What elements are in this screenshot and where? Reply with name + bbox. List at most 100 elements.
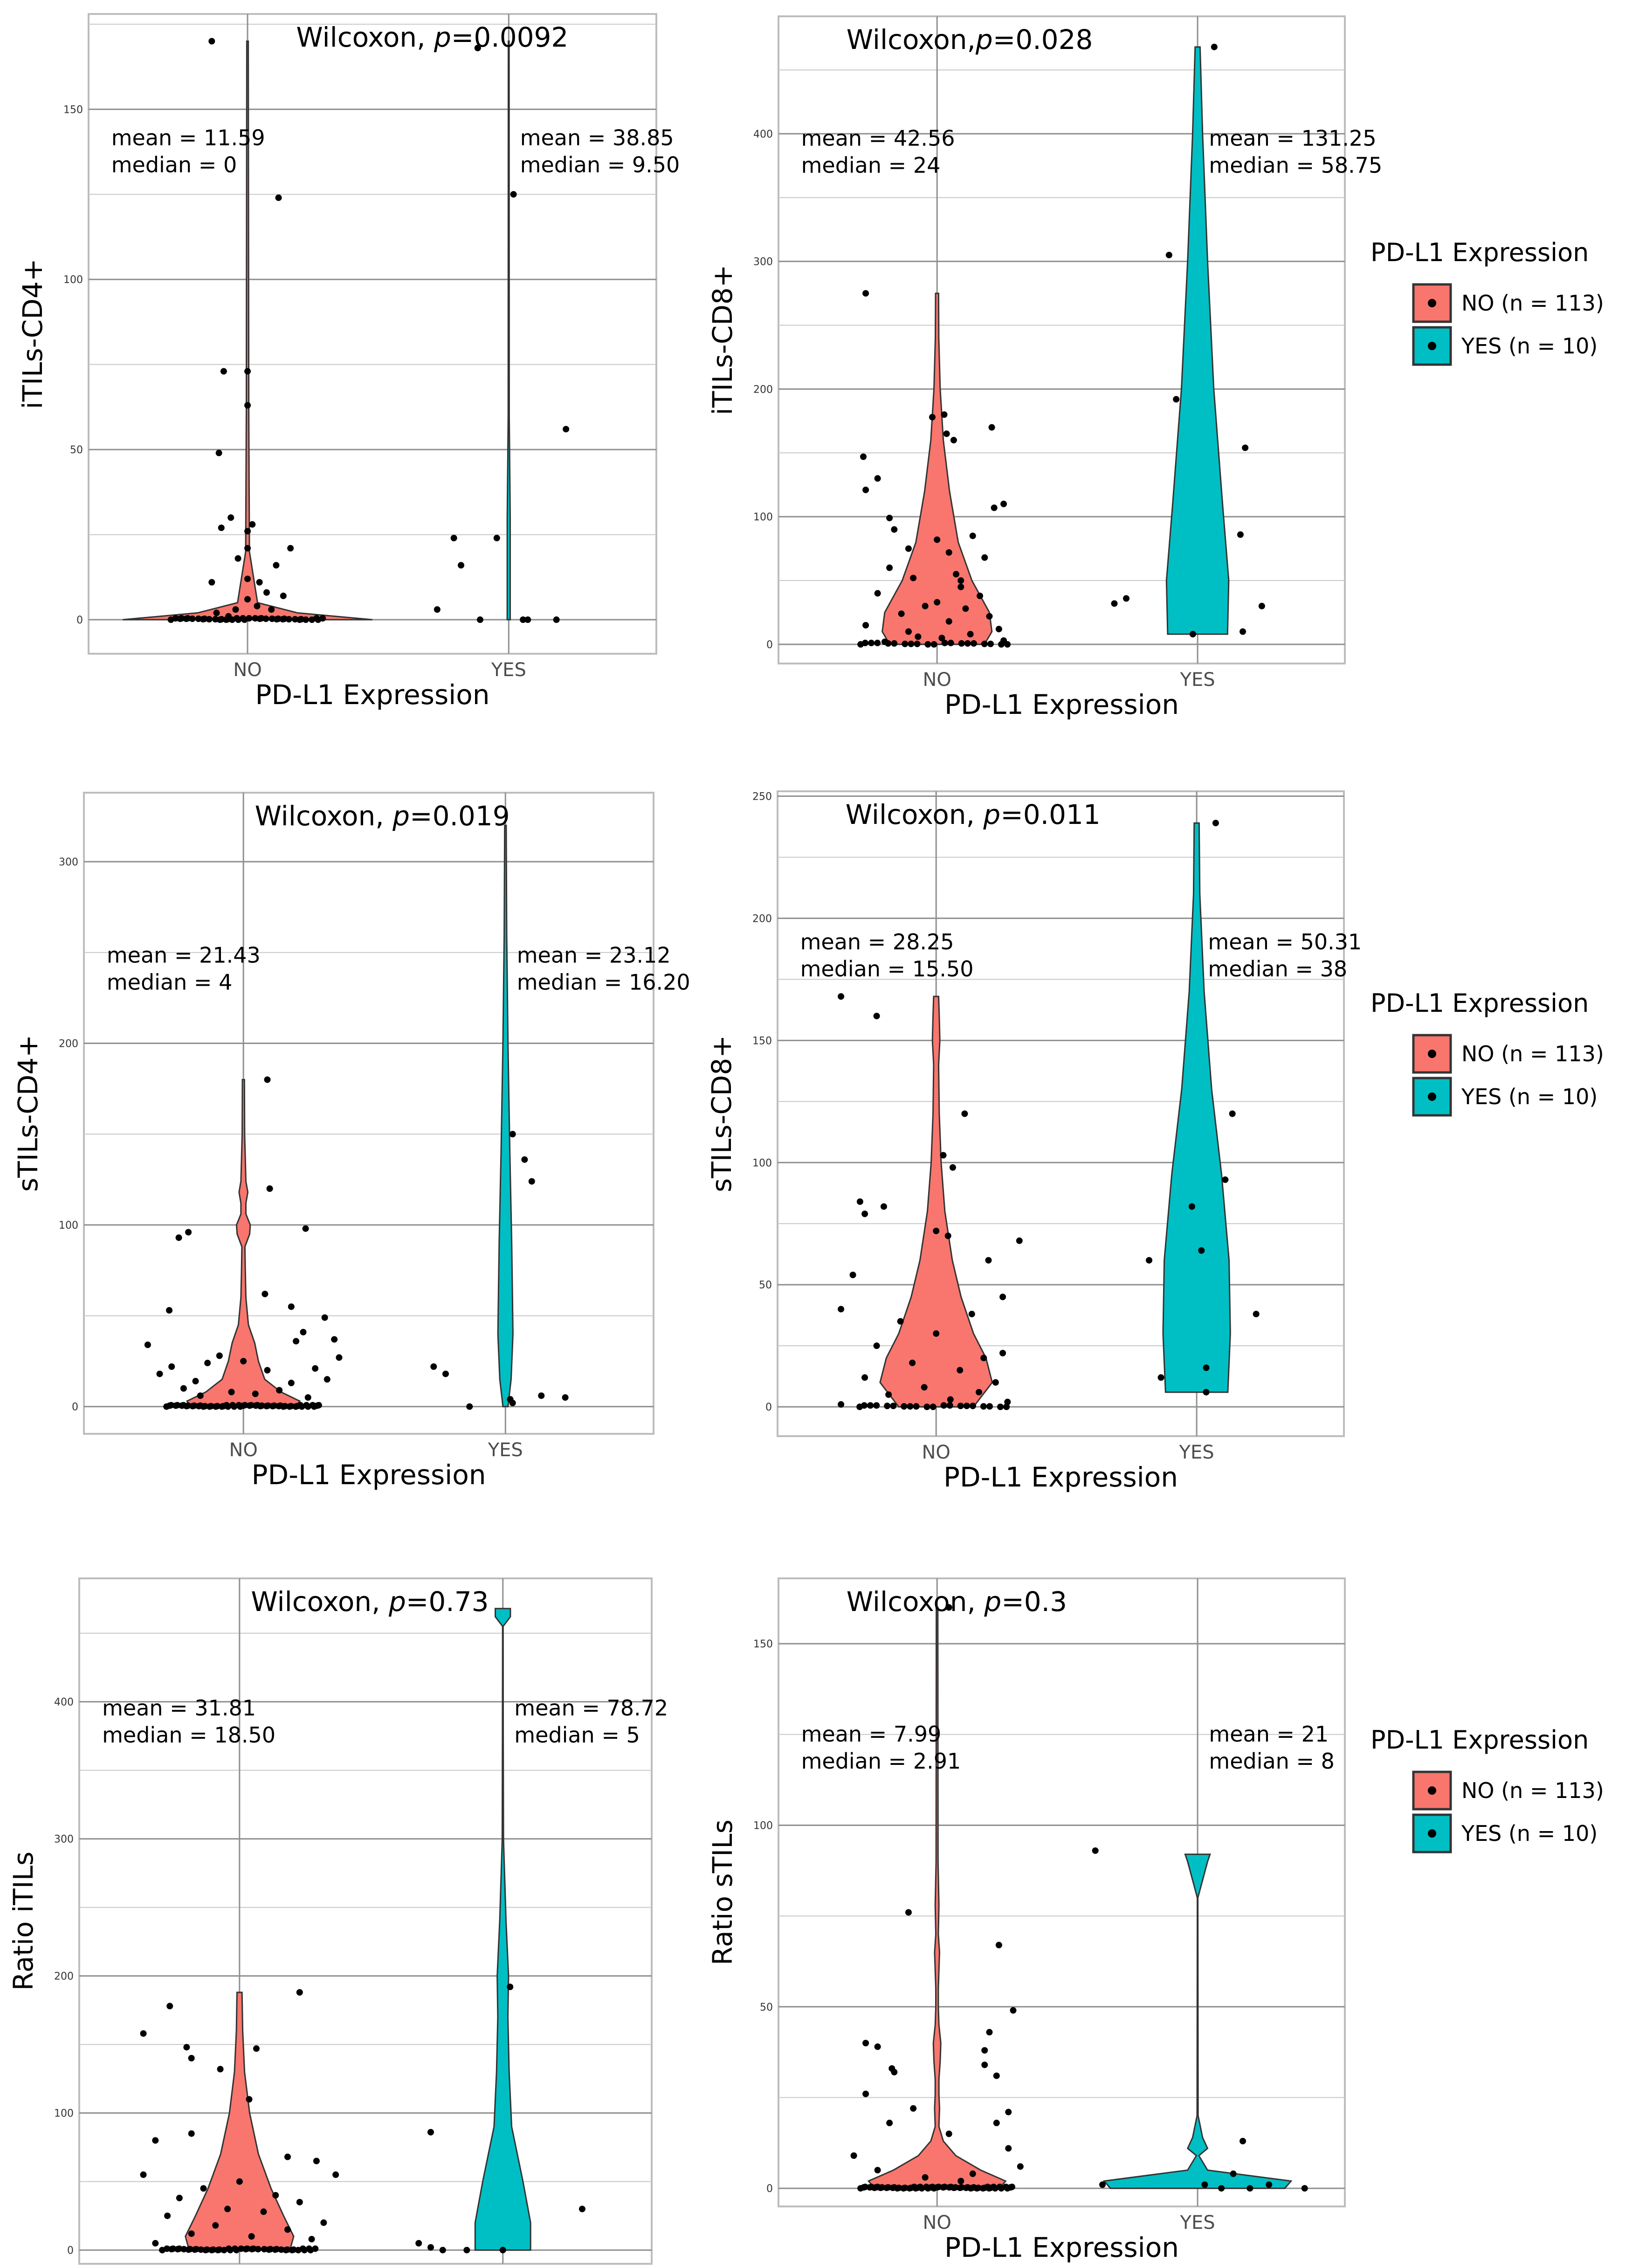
data-point	[1201, 2181, 1208, 2188]
data-point	[1258, 602, 1265, 609]
data-point	[874, 475, 881, 482]
data-point	[288, 1303, 295, 1310]
data-point	[206, 1403, 213, 1410]
data-point	[215, 449, 222, 456]
data-point	[986, 2029, 993, 2036]
data-point	[240, 1402, 247, 1409]
legend-key-dot	[1428, 1093, 1436, 1101]
data-point	[463, 2247, 470, 2254]
data-point	[1146, 1257, 1153, 1264]
data-point	[246, 1402, 253, 1409]
data-point	[175, 1234, 182, 1241]
data-point	[981, 640, 988, 647]
data-point	[188, 2130, 195, 2137]
data-point	[910, 2184, 917, 2191]
data-point	[944, 1232, 951, 1239]
data-point	[950, 2185, 957, 2192]
data-point	[242, 2246, 249, 2253]
y-tick-label: 50	[70, 444, 83, 456]
data-point	[228, 1389, 235, 1396]
data-point	[528, 1178, 535, 1185]
median-label: median = 58.75	[1209, 153, 1382, 178]
data-point	[282, 2247, 289, 2254]
mean-label: mean = 131.25	[1209, 126, 1376, 151]
data-point	[296, 616, 303, 623]
violin-yes	[1162, 822, 1231, 1393]
data-point	[874, 590, 881, 597]
violin-no	[122, 40, 373, 621]
data-point	[922, 602, 929, 609]
y-tick-label: 300	[753, 256, 773, 268]
data-point	[886, 564, 893, 571]
data-point	[885, 1391, 892, 1398]
wilcoxon-label: Wilcoxon, p=0.011	[846, 799, 1101, 830]
x-tick-label: YES	[1180, 2212, 1215, 2233]
data-point	[1004, 641, 1011, 648]
data-point	[873, 1402, 880, 1409]
data-point	[244, 575, 251, 582]
data-point	[910, 2105, 917, 2112]
data-point	[232, 606, 239, 613]
violin-yes	[497, 824, 514, 1408]
y-tick-label: 300	[59, 857, 78, 868]
data-point	[940, 1402, 947, 1409]
data-point	[220, 368, 227, 375]
y-tick-label: 0	[766, 639, 773, 651]
data-point	[279, 616, 286, 623]
data-point	[206, 616, 213, 623]
x-axis-title: PD-L1 Expression	[251, 1459, 486, 1491]
data-point	[216, 616, 223, 623]
data-point	[947, 1396, 954, 1403]
data-point	[191, 2246, 198, 2253]
legend-entry-label: YES (n = 10)	[1461, 333, 1598, 359]
y-tick-label: 150	[753, 1639, 773, 1650]
data-point	[236, 2178, 243, 2185]
data-point	[988, 424, 995, 431]
data-point	[949, 1164, 956, 1171]
data-point	[434, 606, 441, 613]
data-point	[967, 2185, 974, 2192]
y-tick-label: 150	[752, 1035, 772, 1047]
data-point	[524, 616, 531, 623]
mean-label: mean = 23.12	[517, 942, 671, 968]
data-point	[427, 2129, 434, 2136]
data-point	[1188, 1203, 1195, 1210]
y-tick-label: 0	[76, 615, 83, 626]
data-point	[223, 1402, 230, 1409]
y-tick-label: 100	[63, 274, 83, 286]
data-point	[264, 1076, 271, 1083]
violin-no	[867, 1606, 1007, 2189]
violin-yes	[506, 40, 511, 621]
data-point	[1005, 2109, 1012, 2116]
data-point	[938, 635, 945, 642]
mean-label: mean = 78.72	[514, 1695, 668, 1721]
data-point	[914, 640, 921, 647]
data-point	[225, 2245, 232, 2252]
data-point	[185, 1229, 192, 1236]
data-point	[273, 616, 280, 623]
data-point	[214, 2247, 221, 2254]
data-point	[450, 534, 457, 541]
data-point	[856, 1198, 863, 1205]
y-tick-label: 400	[753, 129, 773, 140]
data-point	[240, 1358, 247, 1365]
data-point	[891, 2068, 898, 2075]
data-point	[907, 1403, 914, 1410]
legend-key-dot	[1428, 1050, 1436, 1058]
data-point	[1240, 628, 1246, 635]
data-point	[313, 2157, 320, 2164]
data-point	[964, 640, 971, 647]
data-point	[945, 2130, 952, 2137]
legend-entry-label: YES (n = 10)	[1461, 1821, 1598, 1846]
x-tick-label: NO	[233, 659, 262, 681]
data-point	[183, 615, 190, 622]
data-point	[297, 1402, 304, 1409]
data-point	[244, 368, 251, 375]
data-point	[1005, 2145, 1012, 2152]
data-point	[204, 1360, 211, 1367]
mean-label: mean = 11.59	[111, 125, 265, 150]
data-point	[873, 1342, 880, 1349]
